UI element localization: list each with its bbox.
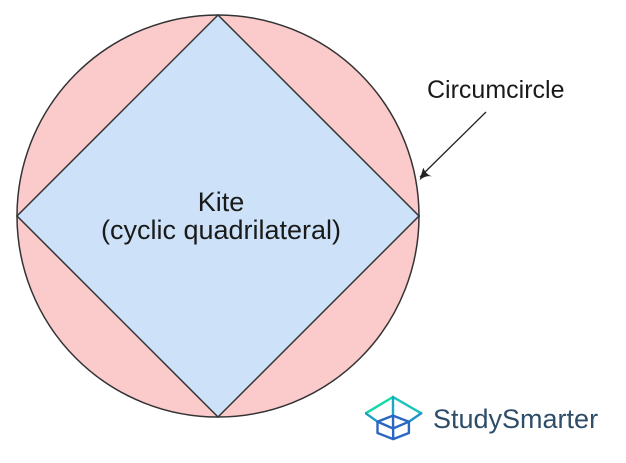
svg-text:StudySmarter: StudySmarter — [433, 404, 598, 434]
